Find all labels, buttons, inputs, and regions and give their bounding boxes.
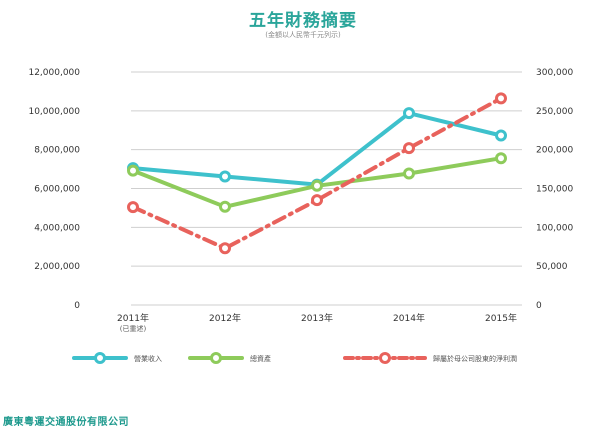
chart-title: 五年財務摘要 — [249, 11, 357, 31]
data-point — [403, 142, 415, 155]
series-line — [131, 111, 503, 187]
data-point — [495, 92, 507, 105]
data-point — [495, 129, 507, 142]
data-point — [219, 170, 231, 183]
right-axis-tick-label: 50,000 — [536, 262, 568, 272]
company-name: 廣東粵運交通股份有限公司 — [3, 417, 129, 428]
legend-label: 歸屬於母公司股東的淨利潤 — [433, 354, 517, 363]
x-axis-tick-label: 2015年 — [485, 312, 517, 324]
x-axis-tick-label: 2012年 — [209, 312, 241, 324]
data-point — [219, 200, 231, 213]
legend-swatch-marker — [379, 352, 391, 364]
chart-subtitle: (金額以人民幣千元列示) — [265, 31, 341, 39]
data-point — [311, 194, 323, 207]
data-point — [403, 107, 415, 120]
legend-label: 營業收入 — [134, 354, 162, 363]
data-point — [127, 201, 139, 214]
right-axis-tick-label: 100,000 — [536, 223, 573, 233]
x-axis-tick-label: 2011年 — [117, 312, 149, 324]
data-point — [311, 179, 323, 192]
left-axis-tick-label: 10,000,000 — [28, 107, 80, 117]
left-axis-tick-label: 12,000,000 — [28, 68, 80, 78]
data-point — [127, 164, 139, 177]
left-axis-tick-label: 0 — [74, 301, 80, 311]
left-axis-tick-label: 6,000,000 — [34, 185, 80, 195]
left-axis-tick-label: 2,000,000 — [34, 262, 80, 272]
x-axis-tick-label: 2013年 — [301, 312, 333, 324]
right-axis-tick-label: 250,000 — [536, 107, 573, 117]
legend-swatch-marker — [94, 352, 106, 364]
left-axis-tick-label: 4,000,000 — [34, 223, 80, 233]
legend-label: 總資產 — [250, 354, 271, 363]
right-axis-tick-label: 200,000 — [536, 146, 573, 156]
left-axis-tick-label: 8,000,000 — [34, 146, 80, 156]
series-line — [131, 96, 503, 251]
data-point — [495, 152, 507, 165]
x-axis-tick-label: 2014年 — [393, 312, 425, 324]
right-axis-tick-label: 300,000 — [536, 68, 573, 78]
right-axis-tick-label: 0 — [536, 301, 542, 311]
data-point — [403, 167, 415, 180]
legend-swatch-marker — [210, 352, 222, 364]
right-axis-tick-label: 150,000 — [536, 185, 573, 195]
x-axis-tick-note: (已重述) — [120, 324, 147, 333]
data-point — [219, 242, 231, 255]
